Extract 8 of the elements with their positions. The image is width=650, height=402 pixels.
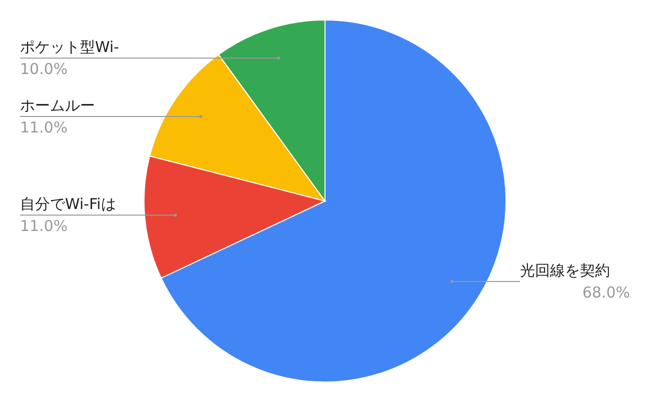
data-label: 68.0% bbox=[582, 283, 630, 302]
slice-label: 自分でWi-Fiは bbox=[20, 195, 116, 214]
slice-label: ポケット型Wi- bbox=[20, 38, 120, 56]
slice-label: ホームルー bbox=[20, 96, 95, 115]
data-label: 11.0% bbox=[20, 217, 68, 236]
data-label: 10.0% bbox=[20, 60, 68, 78]
slice-label: 光回線を契約 bbox=[520, 261, 610, 280]
data-label: 11.0% bbox=[20, 118, 68, 137]
